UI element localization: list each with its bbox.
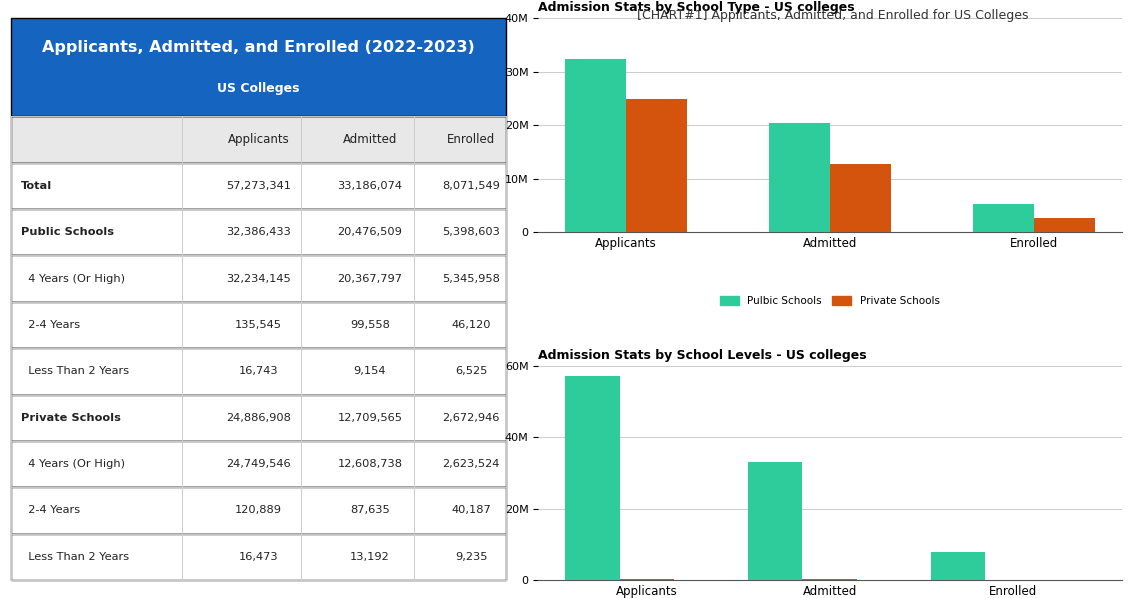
FancyBboxPatch shape (11, 533, 505, 580)
Text: 16,743: 16,743 (239, 367, 279, 376)
Text: 2,623,524: 2,623,524 (443, 459, 500, 469)
Text: 120,889: 120,889 (235, 505, 282, 515)
Bar (802, 579, 858, 580)
Bar (768, 123, 829, 233)
Bar (620, 579, 674, 580)
Text: 5,398,603: 5,398,603 (442, 227, 500, 237)
FancyBboxPatch shape (11, 163, 505, 209)
Text: 9,154: 9,154 (353, 367, 386, 376)
Text: 24,886,908: 24,886,908 (227, 413, 291, 423)
Text: 12,608,738: 12,608,738 (338, 459, 402, 469)
FancyBboxPatch shape (11, 209, 505, 255)
Text: Public Schools: Public Schools (22, 227, 114, 237)
Text: Private Schools: Private Schools (22, 413, 121, 423)
Bar (564, 376, 620, 580)
Text: 8,071,549: 8,071,549 (442, 181, 500, 191)
Text: [CHART#1] Applicants, Admitted, and Enrolled for US Colleges: [CHART#1] Applicants, Admitted, and Enro… (637, 9, 1029, 22)
Text: 2-4 Years: 2-4 Years (22, 320, 80, 330)
Text: 20,367,797: 20,367,797 (338, 274, 402, 283)
Bar (564, 59, 625, 233)
Text: 12,709,565: 12,709,565 (338, 413, 402, 423)
Text: 4 Years (Or High): 4 Years (Or High) (22, 274, 126, 283)
Text: 4 Years (Or High): 4 Years (Or High) (22, 459, 126, 469)
Legend: Pulbic Schools, Private Schools: Pulbic Schools, Private Schools (716, 291, 944, 310)
Text: US Colleges: US Colleges (218, 83, 300, 95)
Text: Applicants: Applicants (228, 133, 289, 146)
Text: 99,558: 99,558 (350, 320, 390, 330)
Text: 5,345,958: 5,345,958 (442, 274, 500, 283)
Text: 2,672,946: 2,672,946 (443, 413, 500, 423)
Bar (973, 203, 1034, 233)
Text: 32,386,433: 32,386,433 (227, 227, 291, 237)
Text: 24,749,546: 24,749,546 (227, 459, 291, 469)
Text: 9,235: 9,235 (455, 552, 487, 562)
Bar (748, 462, 802, 580)
Text: 135,545: 135,545 (235, 320, 282, 330)
Text: 16,473: 16,473 (239, 552, 279, 562)
Bar (1034, 218, 1096, 233)
Text: Less Than 2 Years: Less Than 2 Years (22, 367, 129, 376)
Text: Enrolled: Enrolled (448, 133, 495, 146)
Text: 13,192: 13,192 (350, 552, 390, 562)
Text: 2-4 Years: 2-4 Years (22, 505, 80, 515)
FancyBboxPatch shape (11, 18, 505, 117)
Bar (829, 164, 892, 233)
Text: Total: Total (22, 181, 52, 191)
Text: 46,120: 46,120 (451, 320, 491, 330)
Text: 6,525: 6,525 (455, 367, 487, 376)
Text: Admission Stats by School Type - US colleges: Admission Stats by School Type - US coll… (538, 1, 854, 14)
Bar (625, 99, 687, 233)
FancyBboxPatch shape (11, 117, 505, 163)
Text: 40,187: 40,187 (451, 505, 491, 515)
Text: Applicants, Admitted, and Enrolled (2022-2023): Applicants, Admitted, and Enrolled (2022… (42, 40, 475, 55)
FancyBboxPatch shape (11, 395, 505, 441)
FancyBboxPatch shape (11, 302, 505, 348)
Text: Admitted: Admitted (342, 133, 397, 146)
Text: 87,635: 87,635 (350, 505, 390, 515)
FancyBboxPatch shape (11, 441, 505, 487)
Text: 32,234,145: 32,234,145 (227, 274, 291, 283)
Text: 57,273,341: 57,273,341 (227, 181, 291, 191)
FancyBboxPatch shape (11, 255, 505, 302)
FancyBboxPatch shape (11, 487, 505, 533)
Text: 20,476,509: 20,476,509 (338, 227, 402, 237)
FancyBboxPatch shape (11, 348, 505, 395)
Text: Less Than 2 Years: Less Than 2 Years (22, 552, 129, 562)
Text: 33,186,074: 33,186,074 (338, 181, 402, 191)
Bar (930, 551, 986, 580)
Text: Admission Stats by School Levels - US colleges: Admission Stats by School Levels - US co… (538, 349, 867, 362)
